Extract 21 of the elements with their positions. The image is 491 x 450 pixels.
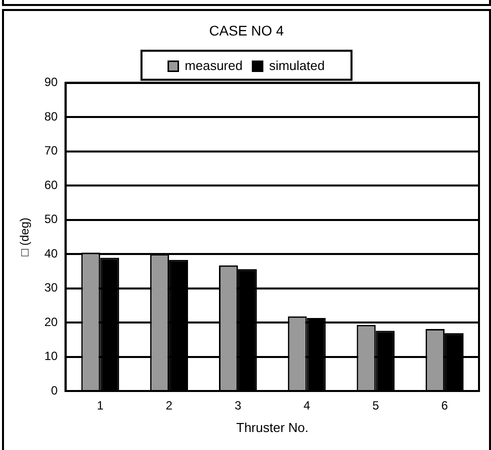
x-tick-label: 5 xyxy=(372,398,380,413)
y-tick-label: 0 xyxy=(51,383,58,398)
y-tick-label: 40 xyxy=(44,246,58,260)
x-tick-label: 1 xyxy=(96,398,104,413)
y-tick-label: 60 xyxy=(44,178,58,192)
y-tick-label: 80 xyxy=(44,109,58,124)
legend-label: measured xyxy=(184,58,243,73)
x-tick-label: 2 xyxy=(166,398,173,413)
chart-title: CASE NO 4 xyxy=(209,22,284,38)
y-tick-label: 10 xyxy=(44,349,58,364)
x-tick-label: 4 xyxy=(303,398,310,413)
x-axis-title: Thruster No. xyxy=(236,420,308,435)
y-axis-title: □ (deg) xyxy=(18,218,32,256)
x-tick-label: 6 xyxy=(441,398,448,413)
x-tick-label: 3 xyxy=(234,398,242,413)
y-tick-label: 30 xyxy=(44,280,58,295)
legend-label: simulated xyxy=(269,58,325,73)
y-tick-label: 50 xyxy=(44,212,58,226)
y-tick-label: 70 xyxy=(44,144,58,158)
y-tick-label: 90 xyxy=(44,75,58,90)
y-tick-label: 20 xyxy=(44,314,58,329)
